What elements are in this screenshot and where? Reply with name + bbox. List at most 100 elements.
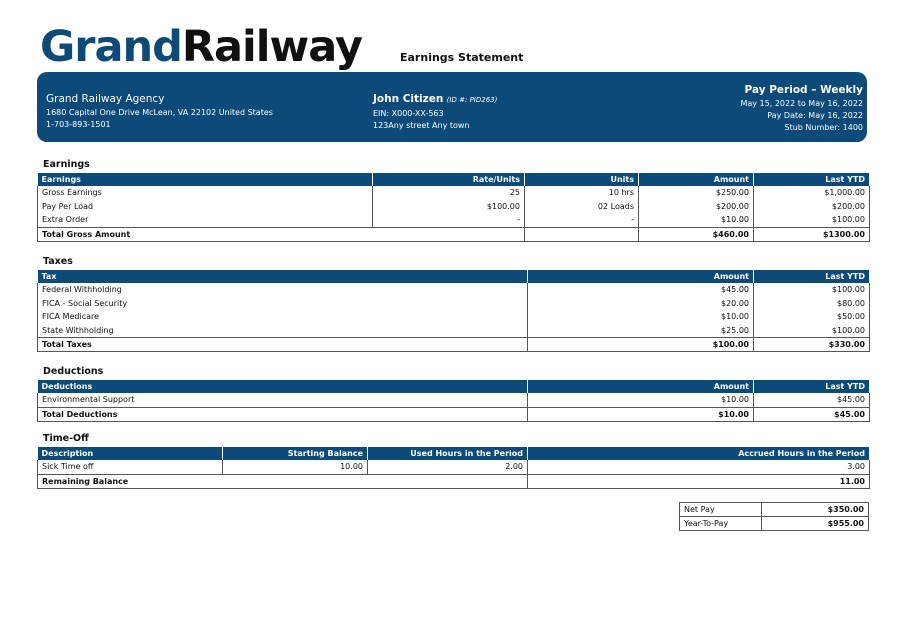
column-header: Description [37,447,223,460]
total-cell: Total Gross Amount [37,226,525,242]
deductions-table: Deductions Amount Last YTD Environmental Su… [37,380,870,422]
total-cell: $100.00 [527,337,754,352]
pay-period-title: Pay Period – Weekly [744,84,863,96]
table-cell: FICA Medicare [37,310,528,324]
column-header: Amount [527,270,754,283]
summary-value: $955.00 [761,516,869,531]
column-header: Tax [37,270,528,283]
column-header: Amount [638,173,754,186]
total-cell: Remaining Balance [37,473,528,489]
logo: GrandRailway [40,22,363,72]
summary-value: $350.00 [761,502,869,517]
total-cell: $10.00 [527,406,754,422]
table-cell: $10.00 [527,310,754,324]
summary-label: Year-To-Pay [679,516,762,531]
total-row: Total Taxes $100.00 $330.00 [37,337,870,352]
summary-label: Net Pay [679,502,762,517]
total-cell [524,226,639,242]
table-cell: 3.00 [527,460,870,475]
header-banner: Grand Railway Agency 1680 Capital One Dr… [37,72,867,142]
table-cell: $100.00 [753,323,870,338]
company-phone: 1-703-893-1501 [46,120,111,129]
table-cell: 2.00 [367,460,528,475]
table-cell: 10 hrs [524,186,639,200]
table-cell: 25 [372,186,525,200]
column-header: Starting Balance [222,447,368,460]
table-row: Extra Order - - $10.00 $100.00 [37,213,870,228]
pay-period-info: Pay Period – Weekly May 15, 2022 to May … [740,83,863,134]
company-name: Grand Railway Agency [46,93,165,105]
total-cell: $1300.00 [753,226,870,242]
table-cell: $10.00 [638,213,754,228]
table-row: Pay Per Load $100.00 02 Loads $200.00 $200.0… [37,199,870,213]
table-cell: Environmental Support [37,393,528,408]
total-cell: $330.00 [753,337,870,352]
table-cell: Federal Withholding [37,283,528,297]
table-cell: $45.00 [527,283,754,297]
table-row: FICA - Social Security $20.00 $80.00 [37,296,870,310]
company-info: Grand Railway Agency 1680 Capital One Dr… [46,92,273,131]
column-header: Rate/Units [372,173,525,186]
table-cell: Gross Earnings [37,186,373,200]
employee-ein: EIN: X000-XX-563 [373,109,444,118]
table-cell: $100.00 [753,283,870,297]
column-header: Accrued Hours in the Period [527,447,870,460]
column-header: Last YTD [753,173,870,186]
total-row: Remaining Balance 11.00 [37,473,870,489]
column-header: Deductions [37,380,528,393]
table-cell: $100.00 [372,199,525,213]
total-cell: Total Taxes [37,337,528,352]
table-row: Environmental Support $10.00 $45.00 [37,393,870,408]
table-cell: $20.00 [527,296,754,310]
table-cell: Sick Time off [37,460,223,475]
column-header: Last YTD [753,270,870,283]
total-cell: $45.00 [753,406,870,422]
employee-id: (ID #: PID263) [446,96,498,104]
table-row: FICA Medicare $10.00 $50.00 [37,310,870,324]
total-row: Total Deductions $10.00 $45.00 [37,406,870,422]
table-cell: $200.00 [753,199,870,213]
table-row: Sick Time off 10.00 2.00 3.00 [37,460,870,475]
table-cell: $80.00 [753,296,870,310]
pay-date: Pay Date: May 16, 2022 [767,111,863,120]
table-row: Gross Earnings 25 10 hrs $250.00 $1,000.00 [37,186,870,200]
table-cell: 02 Loads [524,199,639,213]
table-cell: $45.00 [753,393,870,408]
column-header: Amount [527,380,754,393]
table-cell: $50.00 [753,310,870,324]
table-cell: State Withholding [37,323,528,338]
table-header-row: Tax Amount Last YTD [37,270,870,283]
table-cell: $25.00 [527,323,754,338]
table-header-row: Description Starting Balance Used Hours in… [37,447,870,460]
deductions-title: Deductions [43,366,104,377]
stub-number: Stub Number: 1400 [784,123,864,132]
earnings-table: Earnings Rate/Units Units Amount Last YTD Gro… [37,173,870,242]
company-address: 1680 Capital One Drive McLean, VA 22102 … [46,108,273,117]
column-header: Used Hours in the Period [367,447,528,460]
summary-row: Net Pay $350.00 [679,502,869,517]
table-cell: $10.00 [527,393,754,408]
table-cell: Extra Order [37,213,373,228]
summary-row: Year-To-Pay $955.00 [679,516,869,531]
total-cell: $460.00 [638,226,754,242]
net-pay-summary: Net Pay $350.00 Year-To-Pay $955.00 [679,502,869,531]
employee-address: 123Any street Any town [373,121,470,130]
table-cell: - [372,213,525,228]
table-cell: $1,000.00 [753,186,870,200]
table-cell: 10.00 [222,460,368,475]
time-off-table: Description Starting Balance Used Hours in… [37,447,870,489]
total-row: Total Gross Amount $460.00 $1300.00 [37,226,870,242]
table-cell: Pay Per Load [37,199,373,213]
employee-info: John Citizen (ID #: PID263) EIN: X000-XX… [373,92,497,132]
column-header: Units [524,173,639,186]
table-header-row: Earnings Rate/Units Units Amount Last YTD [37,173,870,186]
taxes-title: Taxes [43,256,73,267]
column-header: Last YTD [753,380,870,393]
table-row: State Withholding $25.00 $100.00 [37,323,870,338]
table-cell: $250.00 [638,186,754,200]
employee-name: John Citizen [373,93,444,105]
time-off-title: Time-Off [43,433,89,444]
total-cell: Total Deductions [37,406,528,422]
column-header: Earnings [37,173,373,186]
document-title: Earnings Statement [400,51,524,64]
